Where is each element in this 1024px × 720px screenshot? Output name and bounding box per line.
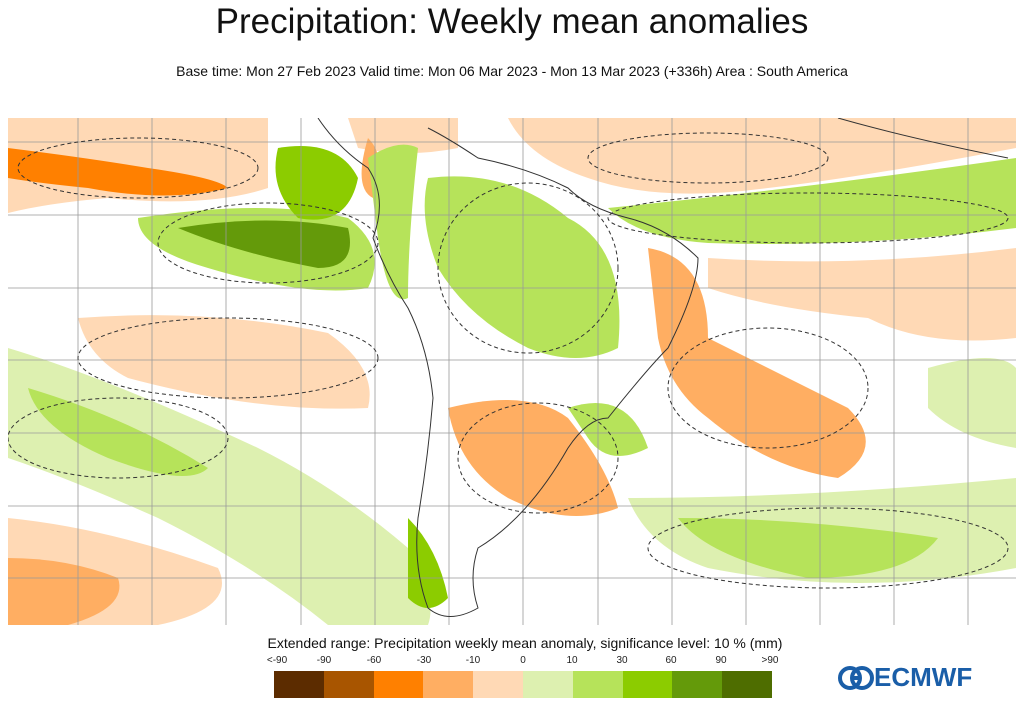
legend-swatch [672, 671, 723, 698]
ecmwf-logo: ECMWF [838, 662, 972, 693]
legend-tick: -60 [366, 655, 382, 666]
ecmwf-logo-icon [838, 665, 874, 690]
legend-tick: -10 [465, 655, 481, 666]
ecmwf-logo-text: ECMWF [874, 662, 973, 692]
legend-swatch [423, 671, 474, 698]
legend-tick: 10 [566, 655, 578, 666]
subtitle: Base time: Mon 27 Feb 2023 Valid time: M… [176, 63, 848, 79]
legend-swatch [473, 671, 523, 698]
legend-swatch [572, 671, 623, 698]
legend-swatch [522, 671, 573, 698]
legend-tick: -30 [416, 655, 432, 666]
coastlines [317, 118, 1009, 617]
legend-swatch [373, 671, 424, 698]
positive-anomalies [8, 144, 1016, 625]
legend-tick: 90 [715, 655, 727, 666]
legend-title: Extended range: Precipitation weekly mea… [267, 635, 783, 651]
legend-swatch [622, 671, 673, 698]
legend-swatch [722, 671, 772, 698]
gridlines [8, 118, 1016, 625]
legend-ticks: <-90 -90 -60 -30 -10 0 10 30 60 90 >90 [262, 655, 782, 669]
significance-contours [8, 132, 1009, 589]
negative-anomalies [8, 118, 1016, 625]
legend-tick: >90 [761, 655, 779, 666]
legend-tick: <-90 [266, 655, 288, 666]
legend-tick: -90 [316, 655, 332, 666]
legend-colorbar [274, 671, 772, 698]
legend-tick: 30 [616, 655, 628, 666]
legend-tick: 0 [520, 655, 526, 666]
legend-swatch [323, 671, 374, 698]
anomaly-map [8, 118, 1016, 625]
page-title: Precipitation: Weekly mean anomalies [215, 2, 809, 41]
legend-tick: 60 [665, 655, 677, 666]
legend-swatch [274, 671, 324, 698]
